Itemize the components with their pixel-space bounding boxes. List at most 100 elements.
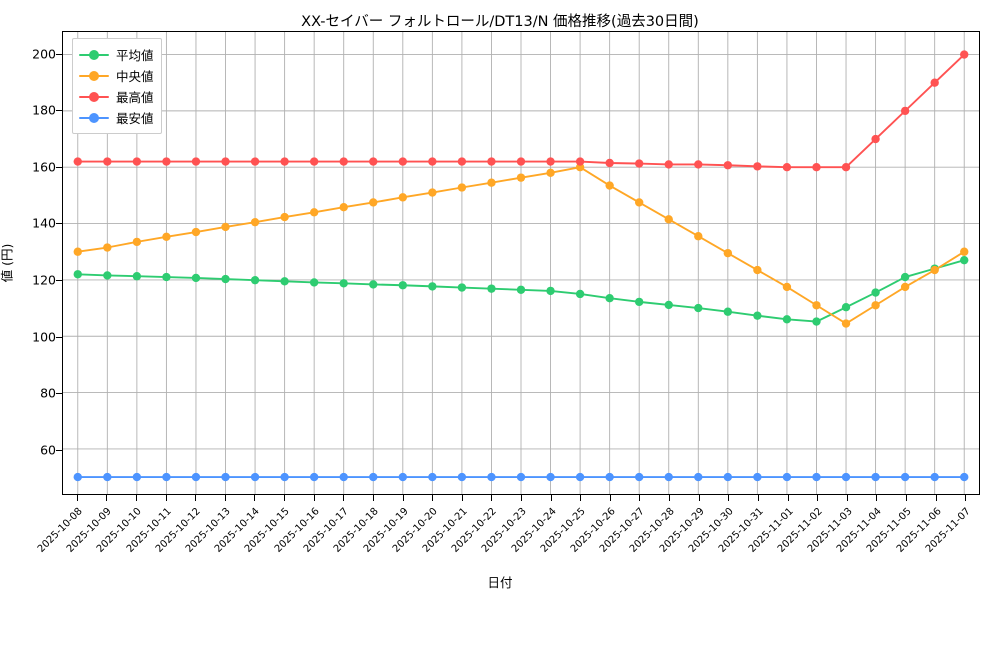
x-tick-mark [846,495,848,501]
data-point [487,157,496,166]
data-point [723,472,733,482]
data-point [73,247,82,256]
data-point [191,472,201,482]
data-point [487,178,496,187]
x-tick-mark [639,495,641,501]
data-point [723,248,733,258]
legend-swatch-icon [79,49,109,61]
data-point [516,285,526,294]
data-point [103,243,112,252]
x-tick-mark [580,495,582,501]
data-point [871,134,880,144]
data-point [162,232,171,241]
y-tick-label: 180 [32,102,56,118]
x-tick-mark [76,495,78,501]
data-point [221,157,230,166]
data-point [664,160,673,169]
data-point [369,198,378,207]
data-point [871,288,880,297]
data-point [635,472,644,482]
data-point [221,222,230,232]
chart-figure: XX-セイバー フォルトロール/DT13/N 価格推移(過去30日間) 値 (円… [0,14,980,590]
data-point [960,256,969,265]
data-point [369,157,378,166]
data-point [309,157,319,166]
legend-label: 最安値 [116,111,154,126]
grid-lines [63,32,979,494]
y-tick-label: 60 [40,442,56,458]
legend-swatch-icon [79,112,109,124]
data-point [664,300,673,310]
legend-item[interactable]: 中央値 [79,65,154,86]
x-tick-mark [195,495,197,501]
data-point [841,163,851,172]
series-line [76,166,966,325]
x-tick-mark [876,495,878,501]
x-tick-mark [284,495,286,501]
legend-item[interactable]: 最安値 [79,107,154,128]
data-point [162,472,171,482]
data-point [191,273,201,283]
data-point [369,280,378,289]
plot-area [62,31,980,495]
data-point [930,472,939,482]
x-tick-mark [965,495,967,501]
data-point [280,157,289,166]
x-tick-mark [521,495,522,501]
data-point [457,283,467,292]
data-point [546,168,555,178]
data-point [900,282,910,292]
data-point [221,472,230,482]
y-tick-label: 200 [32,46,56,62]
data-point [457,183,467,192]
data-point [664,472,673,482]
data-point [250,472,260,482]
data-point [280,277,289,286]
y-tick-label: 100 [32,329,56,345]
data-point [132,237,142,247]
x-tick-mark [669,495,671,501]
data-point [694,303,703,313]
legend-item[interactable]: 最高値 [79,86,154,107]
data-point [457,472,467,482]
data-point [132,157,142,166]
data-point [871,301,880,310]
data-point [694,232,703,241]
data-point [812,163,821,172]
x-tick-mark [136,495,138,501]
data-point [635,297,644,307]
data-point [546,286,555,296]
data-point [900,106,910,116]
x-axis-label: 日付 [487,575,513,590]
data-point [960,247,969,256]
data-point [605,158,614,168]
data-point [546,157,555,166]
data-point [280,472,289,482]
data-point [398,157,407,166]
data-point [73,270,82,279]
data-point [782,315,792,324]
data-point [723,307,733,316]
series-line [76,53,966,169]
data-point [900,472,910,482]
data-point [162,272,171,282]
data-point [930,265,939,275]
data-point [398,472,407,482]
x-tick-mark [698,495,700,501]
data-point [871,472,880,482]
chart-title: XX-セイバー フォルトロール/DT13/N 価格推移(過去30日間) [301,14,699,30]
data-point [812,317,821,326]
y-tick-label: 80 [40,385,56,401]
data-point [103,472,112,482]
data-point [103,157,112,166]
data-point [605,181,614,190]
x-tick-mark [432,495,434,501]
data-point [103,271,112,280]
data-point [605,472,614,482]
legend-item[interactable]: 平均値 [79,44,154,65]
legend-swatch-icon [79,91,109,103]
y-axis-label: 値 (円) [0,243,15,283]
data-point [132,272,142,281]
data-point [900,272,910,282]
data-point [723,161,733,170]
